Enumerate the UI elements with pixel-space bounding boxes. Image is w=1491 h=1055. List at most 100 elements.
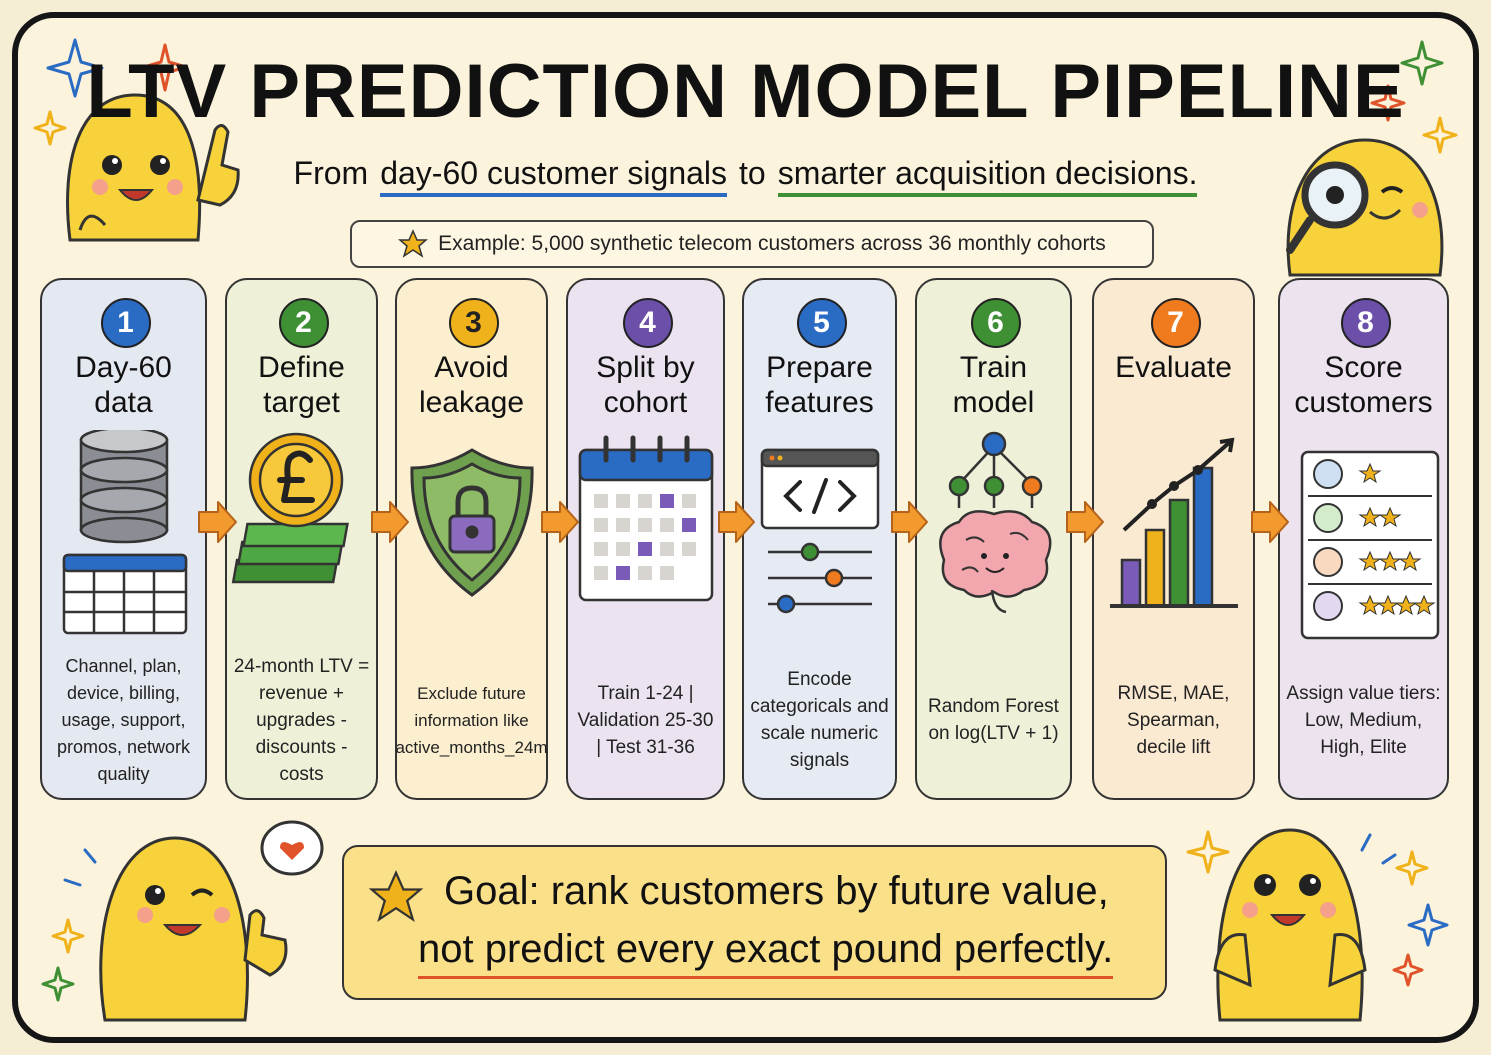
star-icon-part bbox=[368, 869, 424, 923]
model-icon-part-part bbox=[948, 475, 969, 497]
decorations-part-part bbox=[51, 918, 85, 954]
decorations-part-part bbox=[1412, 202, 1428, 218]
decorations-part-part bbox=[160, 158, 166, 164]
database-icon-part-part bbox=[63, 571, 186, 633]
calendar-icon-part-part bbox=[593, 494, 608, 508]
step-description: Encode categoricals and scale numeric si… bbox=[750, 669, 889, 771]
calendar-icon-part-part bbox=[659, 542, 674, 556]
decorations-part-part bbox=[243, 909, 288, 977]
step-number: 6 bbox=[970, 298, 1021, 348]
calendar-icon-part-part bbox=[659, 494, 674, 508]
star-icon bbox=[368, 869, 424, 923]
step-title: Day-60 data bbox=[75, 351, 172, 419]
decorations-part-part bbox=[196, 124, 240, 207]
shield-icon-part-part bbox=[455, 485, 488, 516]
step-title: Score customers bbox=[1294, 351, 1433, 419]
step-description: Random Forest on log(LTV + 1) bbox=[928, 696, 1059, 744]
code-icon-part-part bbox=[782, 478, 857, 514]
tiers-icon-part-part bbox=[1357, 506, 1382, 528]
database-icon-part-part bbox=[62, 553, 187, 573]
model-icon-part bbox=[984, 567, 1005, 573]
code-icon-part bbox=[777, 455, 782, 461]
decorations-part bbox=[33, 38, 1458, 1002]
step-title: Split by cohort bbox=[596, 351, 695, 419]
step-title: Prepare features bbox=[765, 351, 874, 419]
example-box: Example: 5,000 synthetic telecom custome… bbox=[350, 220, 1154, 268]
code-icon-part-part bbox=[760, 448, 879, 468]
decorations-part-part bbox=[142, 43, 188, 92]
decorations-part-part bbox=[137, 907, 153, 923]
calendar-icon-part-part bbox=[659, 518, 674, 532]
calendar-icon-part-part bbox=[593, 542, 608, 556]
calendar-icon-part-part bbox=[603, 435, 689, 463]
database-icon-part bbox=[62, 430, 187, 635]
step-card: 7 Evaluate RMSE, MAE, Spearman, decile l… bbox=[1092, 278, 1255, 800]
chart-icon-part-part bbox=[1144, 528, 1165, 608]
tiers-icon-part-part bbox=[1411, 594, 1436, 616]
money-icon-part-part bbox=[241, 522, 349, 548]
database-icon-part-part bbox=[79, 438, 168, 532]
step-description: RMSE, MAE, Spearman, decile lift bbox=[1117, 682, 1230, 758]
calendar-icon-part-part bbox=[659, 566, 674, 580]
decorations-part-part bbox=[112, 158, 118, 164]
code-icon-part bbox=[760, 448, 879, 614]
tiers-icon-part bbox=[1307, 459, 1432, 621]
goal-box: Goal: rank customers by future value, no… bbox=[342, 845, 1167, 1000]
database-icon bbox=[62, 430, 187, 635]
model-icon-part bbox=[980, 553, 987, 559]
decorations-part-part bbox=[46, 38, 104, 98]
tiers-icon-part-part bbox=[1307, 495, 1432, 585]
model-icon-part-part bbox=[981, 431, 1006, 457]
calendar-icon-part-part bbox=[615, 566, 630, 580]
decorations-part-part bbox=[1380, 186, 1404, 194]
decorations-part-part bbox=[66, 93, 202, 242]
decorations-part-part bbox=[1326, 186, 1344, 204]
tiers-icon-part-part bbox=[1312, 547, 1343, 577]
chart-icon-part-part bbox=[1120, 558, 1141, 608]
decorations-part-part bbox=[1422, 116, 1458, 154]
decorations-part-part bbox=[190, 888, 214, 897]
model-icon-part-part bbox=[1021, 475, 1042, 497]
shield-icon bbox=[409, 448, 534, 597]
decorations-part-part bbox=[1392, 953, 1424, 987]
model-icon-part-part bbox=[990, 589, 1006, 614]
chart-icon bbox=[1109, 437, 1238, 608]
step-description: Train 1-24 | Validation 25-30 | Test 31-… bbox=[577, 682, 714, 758]
step-card: 2 Define target 24-month LTV = revenue +… bbox=[225, 278, 378, 800]
calendar-icon-part-part bbox=[637, 518, 652, 532]
database-icon-part-part bbox=[79, 456, 168, 484]
model-icon bbox=[938, 431, 1051, 614]
database-icon-part-part bbox=[79, 430, 168, 454]
code-icon-part bbox=[769, 455, 774, 461]
decorations-part bbox=[1286, 138, 1444, 277]
decorations-part-part bbox=[1400, 40, 1444, 86]
calendar-icon-part-part bbox=[681, 494, 696, 508]
tiers-icon bbox=[1300, 450, 1439, 640]
calendar-icon-part-part bbox=[681, 542, 696, 556]
money-icon-part-part bbox=[276, 450, 315, 503]
decorations-part-part bbox=[155, 888, 161, 894]
subtitle-highlight: day-60 customer signals bbox=[380, 155, 728, 197]
decorations-part-part bbox=[1320, 902, 1336, 918]
goal-text: Goal: rank customers by future value, bbox=[444, 869, 1109, 913]
tiers-icon-part-part bbox=[1312, 503, 1343, 533]
decorations-part-part bbox=[1370, 84, 1406, 122]
tiers-icon-part-part bbox=[1312, 459, 1343, 489]
decorations-part-part bbox=[1265, 878, 1271, 884]
chart-icon-part-part bbox=[1192, 465, 1203, 475]
step-number: 3 bbox=[448, 298, 499, 348]
calendar-icon-part-part bbox=[615, 494, 630, 508]
decorations-part-part bbox=[1213, 932, 1367, 988]
chart-icon-part-part bbox=[1192, 466, 1213, 608]
tiers-icon-part bbox=[1300, 450, 1439, 640]
decorations-part-part bbox=[63, 833, 1397, 887]
decorations-part-part bbox=[1299, 874, 1321, 896]
database-icon-part-part bbox=[79, 486, 168, 514]
step-description: Assign value tiers: Low, Medium, High, E… bbox=[1286, 682, 1441, 758]
chart-icon-part-part bbox=[1168, 498, 1189, 608]
step-number: 7 bbox=[1150, 298, 1201, 348]
chart-icon-part bbox=[1146, 465, 1203, 509]
subtitle-highlight: smarter acquisition decisions. bbox=[777, 155, 1198, 197]
decorations-part-part bbox=[1254, 874, 1276, 896]
